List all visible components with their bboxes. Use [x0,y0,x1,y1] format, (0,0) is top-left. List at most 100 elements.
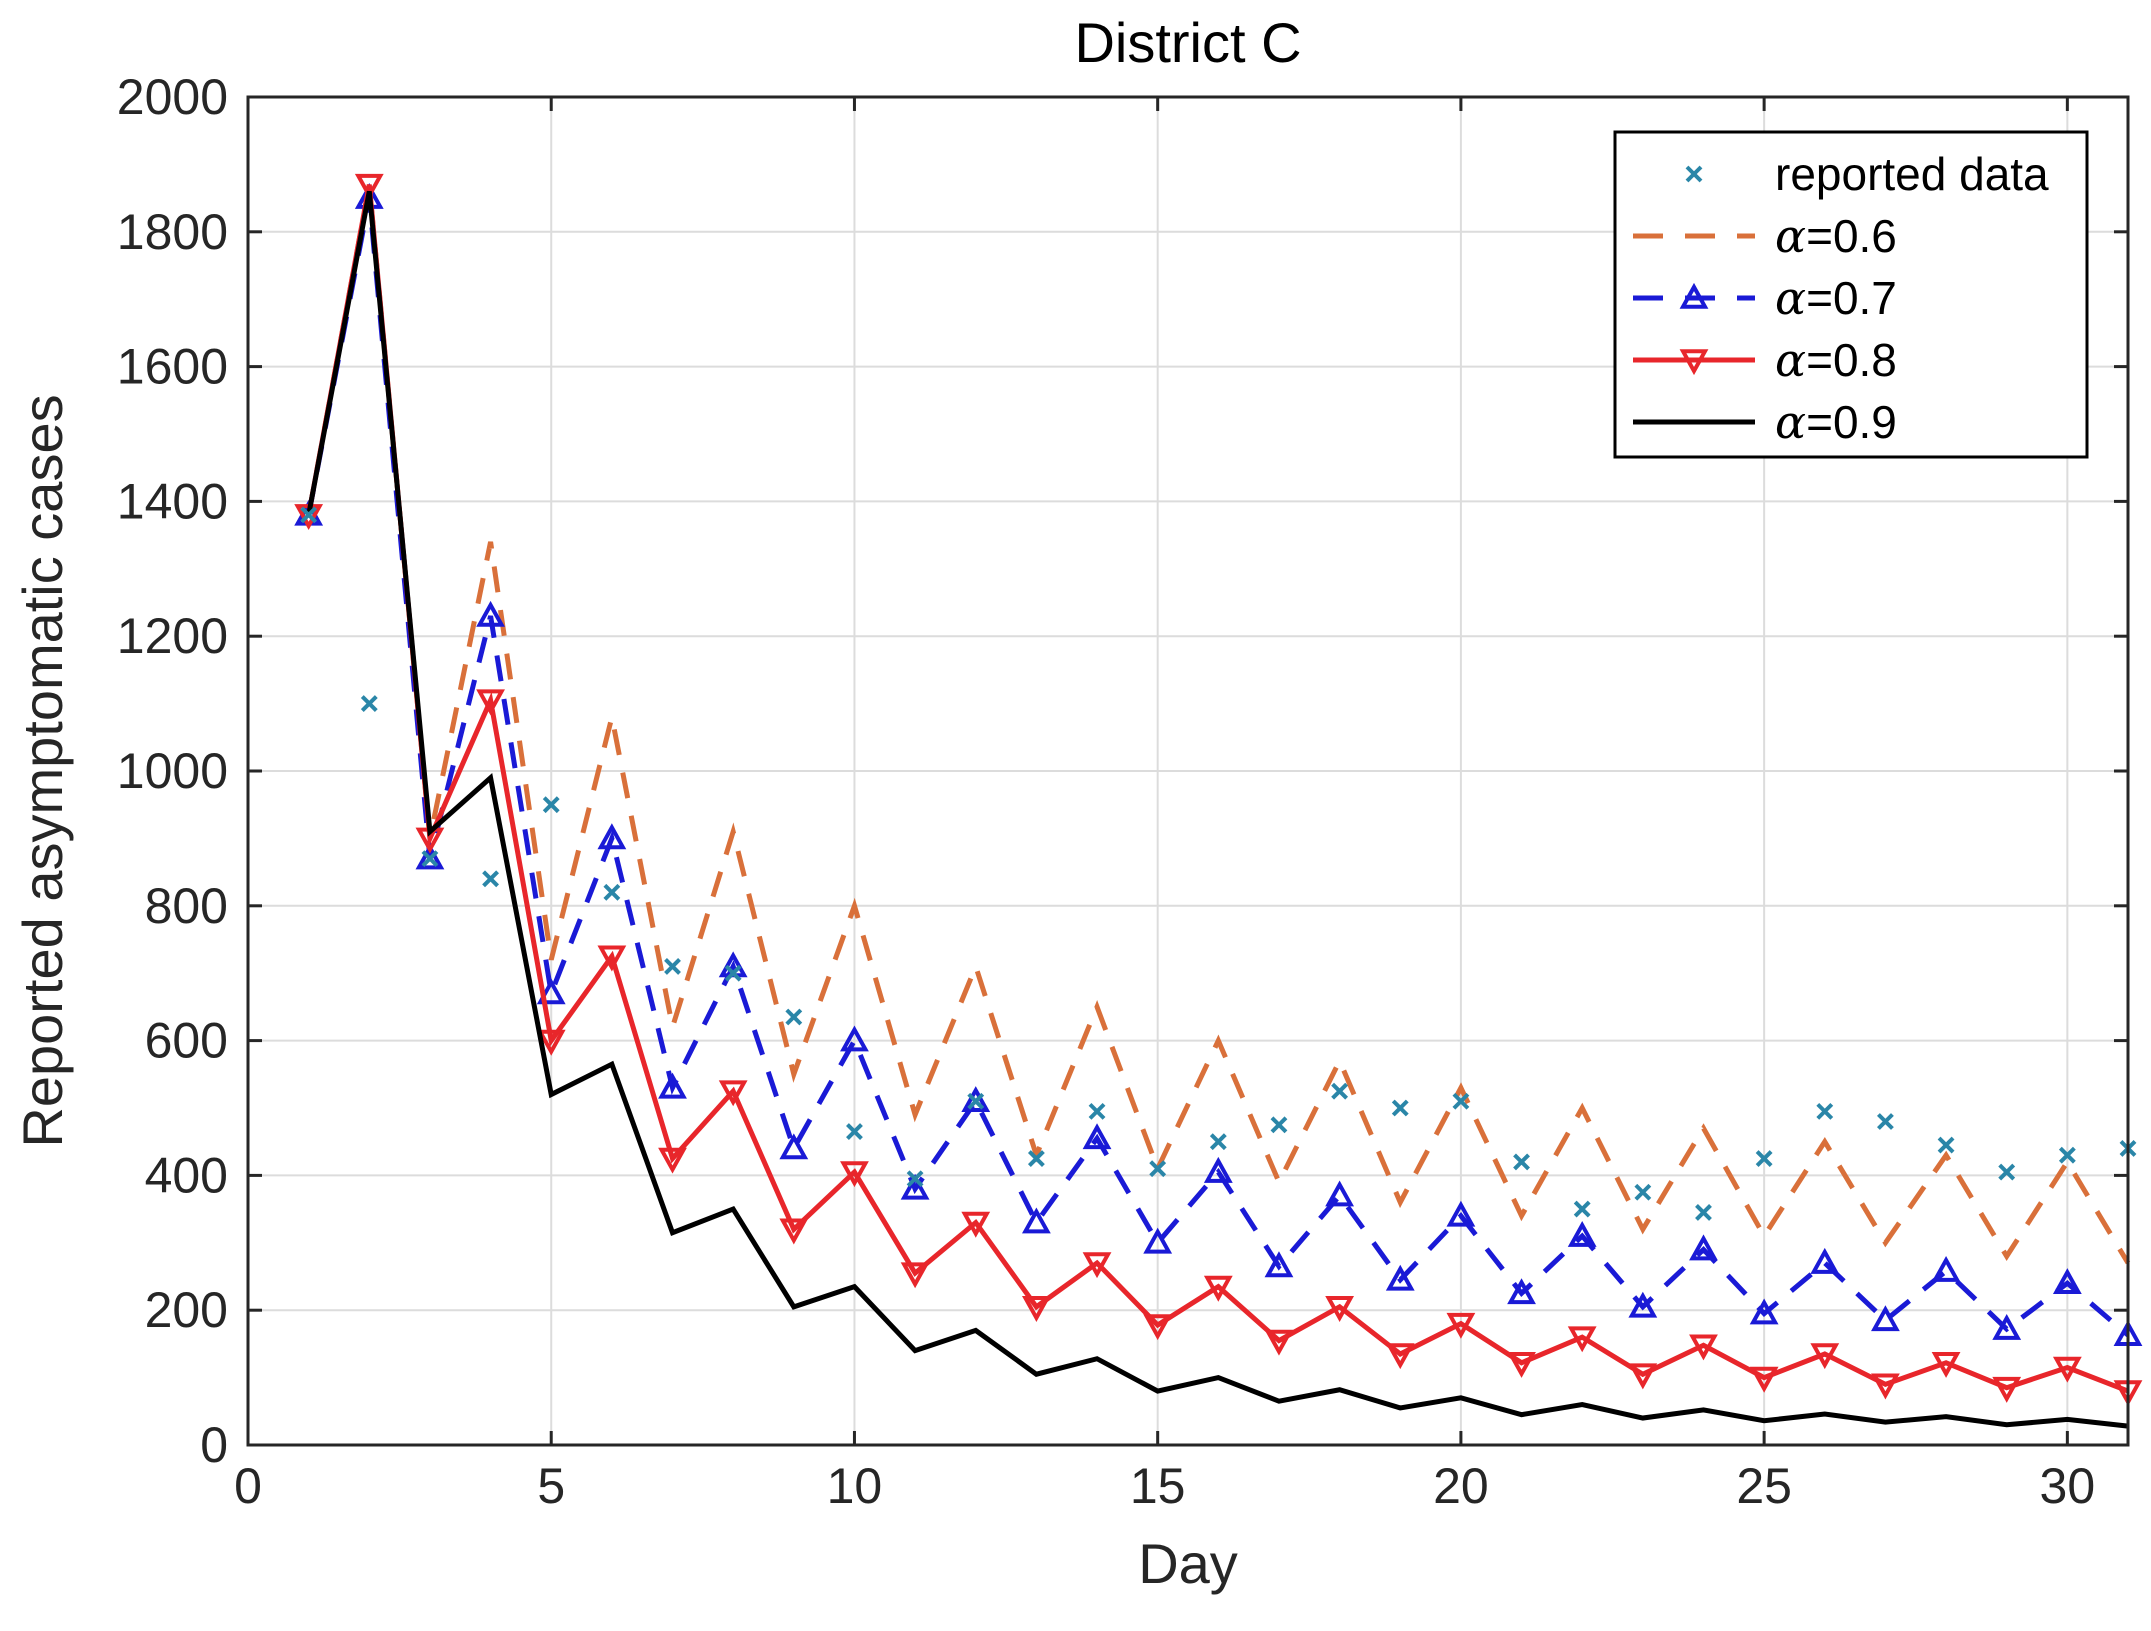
data-point [1992,1376,2022,1403]
data-point [1325,1296,1355,1322]
data-point [1203,1156,1233,1183]
data-point [1446,1312,1476,1339]
data-point [421,850,439,868]
data-point [1446,1200,1476,1227]
data-point [1082,1123,1112,1150]
legend-swatch-marker [1685,165,1703,183]
data-point [1573,1200,1591,1218]
data-point [1021,1296,1051,1322]
data-point [1149,1160,1167,1178]
series-reported-data [300,506,2137,1221]
y-tick-label: 1400 [117,473,228,529]
data-point [1749,1298,1779,1325]
data-point [1209,1133,1227,1151]
y-axis-title: Reported asymptomatic cases [11,394,74,1147]
data-point [1695,1204,1712,1221]
y-tick-label: 200 [145,1282,228,1338]
data-point [724,964,742,982]
data-point [779,1218,809,1245]
data-point [1689,1334,1718,1361]
series-alpha-0-8 [294,173,2143,1407]
legend: reported data α=0.6 α=0.7 α=0.8 α=0.9 [1613,130,2089,459]
x-axis-title: Day [1138,1532,1238,1595]
y-tick-label: 2000 [117,69,228,125]
data-point [1634,1183,1652,1201]
series-line [306,190,2129,1429]
data-point [1567,1326,1597,1353]
data-point [1937,1136,1955,1154]
legend-item: α=0.7 [1633,271,1897,325]
x-tick-label: 30 [2040,1458,2096,1514]
series-layer [294,173,2143,1429]
data-point [1507,1278,1536,1305]
x-tick-label: 10 [827,1458,883,1514]
data-point [1931,1351,1961,1378]
data-point [961,1086,991,1113]
data-point [482,870,499,888]
data-point [906,1170,924,1188]
data-point [967,1092,985,1110]
data-point [664,958,681,975]
y-tick-label: 0 [200,1417,228,1473]
series-alpha-0-9 [306,190,2129,1429]
y-tick-label: 1600 [117,339,228,395]
x-tick-label: 20 [1433,1458,1489,1514]
data-point [1507,1351,1536,1378]
data-point [1203,1275,1233,1302]
series-alpha-0-7 [294,182,2143,1346]
grid [248,97,2128,1445]
series-line [306,184,2129,1394]
data-point [1628,1291,1658,1318]
legend-swatch-marker [1679,282,1709,309]
data-point [840,1025,869,1052]
data-point [1143,1227,1173,1254]
series-line [306,184,2131,1265]
y-tick-label: 400 [145,1147,228,1203]
data-point [900,1262,930,1289]
data-point [658,1147,687,1174]
legend-item: α=0.6 [1633,209,1897,263]
data-point [476,689,505,716]
x-tick-label: 0 [234,1458,262,1514]
axis-ticks: 0 5 10 15 20 25 30 0 200 400 600 800 1000 1200 1400 160… [117,69,2128,1514]
chart-title: District C [1074,11,1301,74]
data-point [2052,1356,2082,1383]
data-point [1749,1366,1779,1393]
data-point [658,1072,687,1099]
data-point [1992,1313,2022,1340]
series-line [306,197,2130,1338]
data-point [1270,1116,1288,1134]
data-point [846,1123,863,1141]
legend-label: α=0.6 [1775,209,1897,263]
data-point [1689,1234,1718,1261]
data-point [476,600,505,627]
data-point [1810,1343,1840,1370]
data-point [1331,1082,1349,1100]
data-point [1755,1150,1773,1167]
data-point [1871,1373,1900,1400]
y-tick-label: 600 [145,1013,228,1069]
data-point [1452,1092,1470,1110]
data-point [961,1211,991,1238]
data-point [1088,1102,1106,1120]
data-point [1931,1255,1961,1282]
data-point [2058,1146,2076,1164]
data-point [300,506,318,524]
data-point [1385,1264,1415,1291]
data-point [597,823,627,850]
data-point [785,1008,803,1026]
data-point [603,883,621,901]
data-point [1871,1305,1900,1332]
legend-box [1613,130,2089,459]
data-point [1264,1251,1294,1278]
data-point [1027,1150,1045,1167]
legend-item: α=0.9 [1633,395,1897,449]
data-point [415,843,445,870]
data-point [1325,1180,1355,1207]
data-point [1385,1343,1415,1370]
data-point [536,1029,566,1056]
data-point [1810,1247,1840,1274]
y-tick-label: 1800 [117,204,228,260]
y-tick-label: 800 [145,878,228,934]
